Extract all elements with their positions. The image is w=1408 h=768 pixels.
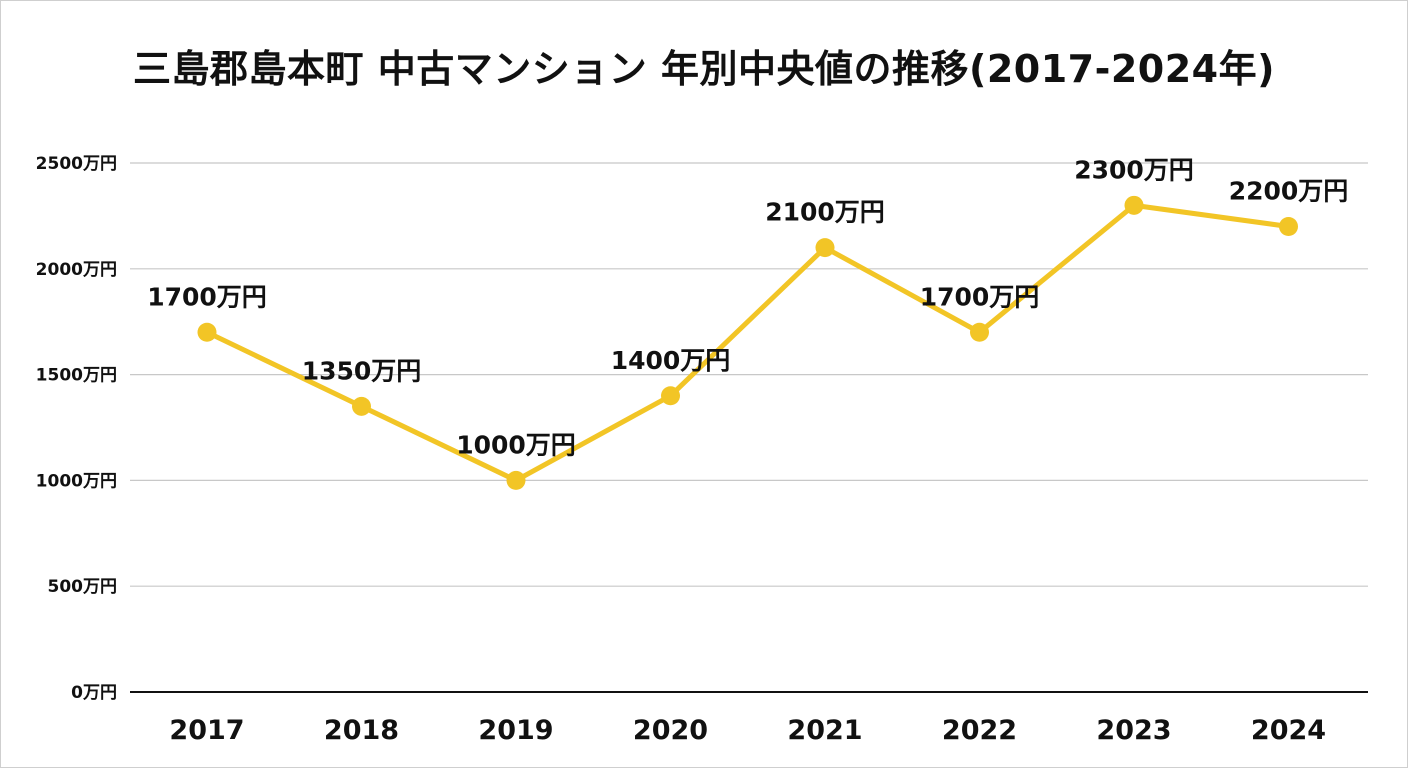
y-tick-label: 500万円 xyxy=(48,577,118,597)
x-tick-label: 2024 xyxy=(1251,715,1326,746)
data-point xyxy=(197,322,217,342)
y-tick-label: 1500万円 xyxy=(36,366,117,386)
data-label: 1700万円 xyxy=(147,282,267,311)
y-tick-label: 0万円 xyxy=(71,683,117,703)
data-label: 1000万円 xyxy=(456,430,576,459)
data-labels: 1700万円 1350万円 1000万円 1400万円 2100万円 1700万円 2300… xyxy=(147,155,1348,459)
data-label: 1700万円 xyxy=(920,282,1040,311)
y-axis-ticks: 0万円 500万円 1000万円 1500万円 2000万円 2500万円 xyxy=(36,154,117,703)
chart-title: 三島郡島本町 中古マンション 年別中央値の推移(2017-2024年) xyxy=(133,47,1275,91)
data-point xyxy=(1279,216,1298,236)
data-point xyxy=(661,386,680,406)
x-tick-label: 2019 xyxy=(478,715,553,746)
x-tick-label: 2021 xyxy=(787,715,862,746)
y-tick-label: 1000万円 xyxy=(36,471,117,491)
data-label: 1350万円 xyxy=(302,356,422,385)
x-axis-ticks: 2017 2018 2019 2020 2021 2022 2023 2024 xyxy=(169,715,1326,746)
data-label: 1400万円 xyxy=(611,346,731,375)
gridlines xyxy=(130,162,1368,587)
y-tick-label: 2500万円 xyxy=(36,154,117,174)
data-label: 2200万円 xyxy=(1229,176,1349,205)
data-label: 2300万円 xyxy=(1074,155,1194,184)
data-point xyxy=(815,238,835,258)
x-tick-label: 2020 xyxy=(633,715,708,746)
data-point xyxy=(970,322,989,342)
y-tick-label: 2000万円 xyxy=(36,260,117,280)
series-line xyxy=(204,202,1291,483)
x-tick-label: 2023 xyxy=(1096,715,1171,746)
data-points xyxy=(197,195,1298,490)
x-tick-label: 2018 xyxy=(324,715,399,746)
data-point xyxy=(1124,195,1144,215)
data-point xyxy=(352,396,371,416)
data-label: 2100万円 xyxy=(765,198,885,227)
data-point xyxy=(506,470,526,490)
x-tick-label: 2022 xyxy=(942,715,1017,746)
x-tick-label: 2017 xyxy=(169,715,244,746)
